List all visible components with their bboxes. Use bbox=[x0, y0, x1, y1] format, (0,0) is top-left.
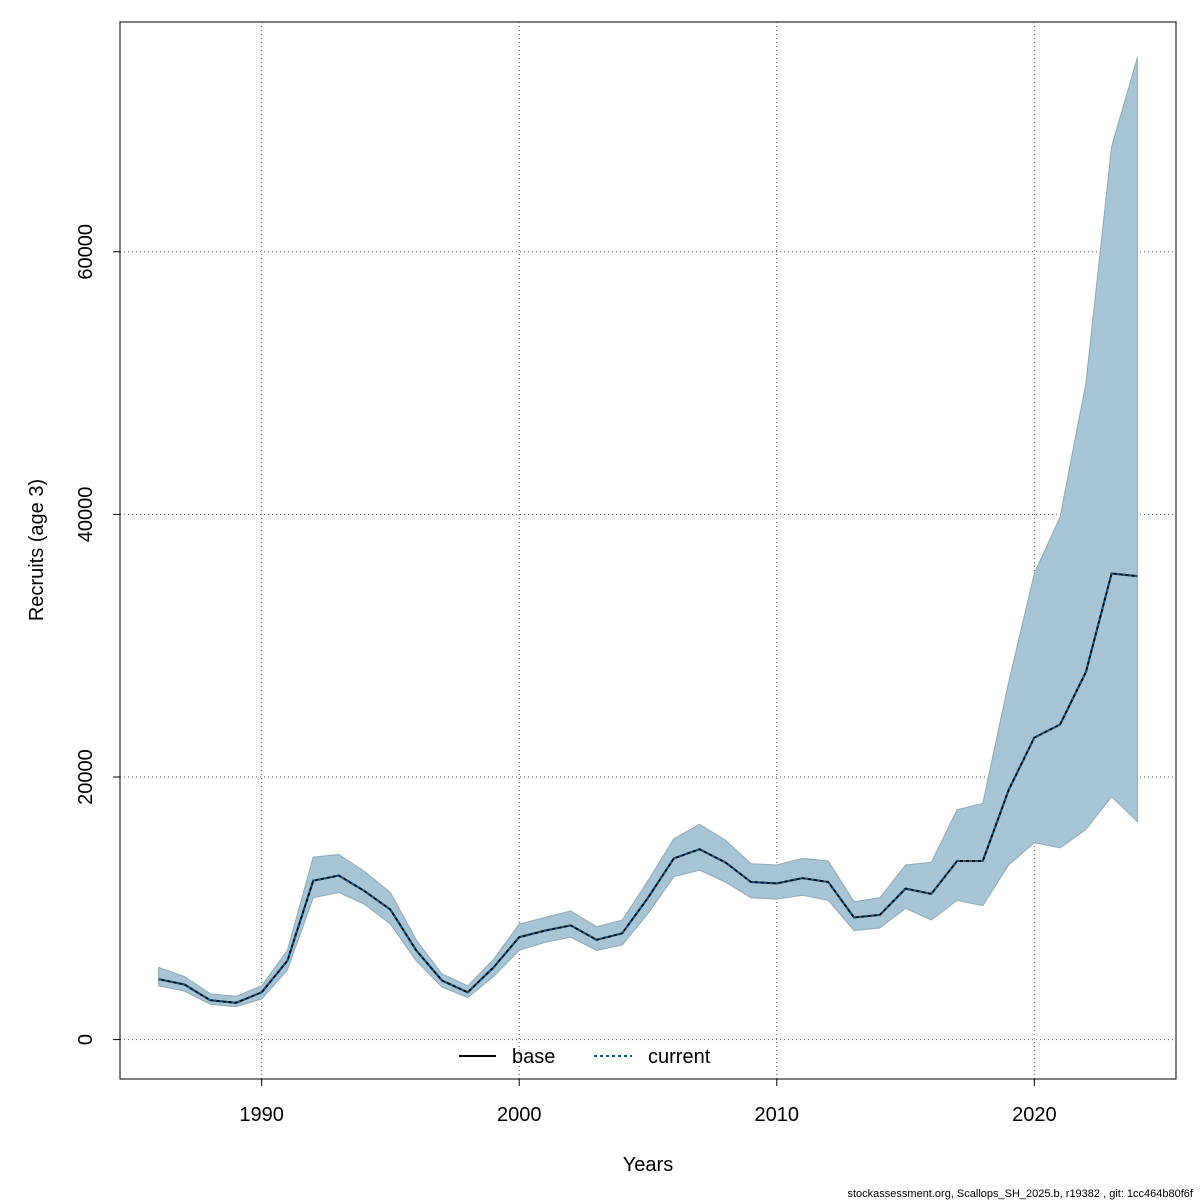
x-axis-title: Years bbox=[623, 1154, 673, 1176]
grid bbox=[120, 22, 1176, 1079]
x-tick-label: 2010 bbox=[755, 1104, 800, 1126]
series-line-current bbox=[158, 572, 1138, 1004]
y-tick-label: 40000 bbox=[75, 487, 97, 543]
x-tick-label: 1990 bbox=[239, 1104, 284, 1126]
y-tick-label: 60000 bbox=[75, 224, 97, 280]
x-axis: 1990 2000 2010 2020 bbox=[239, 1078, 1057, 1126]
y-axis: 0 20000 40000 60000 bbox=[75, 224, 121, 1045]
y-axis-title: Recruits (age 3) bbox=[26, 479, 48, 621]
confidence-band bbox=[158, 57, 1138, 1008]
confidence-band-area bbox=[158, 57, 1138, 1008]
legend: base current bbox=[459, 1046, 711, 1068]
y-tick-label: 0 bbox=[75, 1034, 97, 1045]
footer-credit: stockassessment.org, Scallops_SH_2025.b,… bbox=[848, 1188, 1194, 1200]
legend-label-base: base bbox=[512, 1046, 555, 1068]
legend-label-current: current bbox=[648, 1046, 711, 1068]
series-lines bbox=[158, 572, 1138, 1004]
y-tick-label: 20000 bbox=[75, 749, 97, 805]
x-tick-label: 2020 bbox=[1012, 1104, 1057, 1126]
x-tick-label: 2000 bbox=[497, 1104, 542, 1126]
